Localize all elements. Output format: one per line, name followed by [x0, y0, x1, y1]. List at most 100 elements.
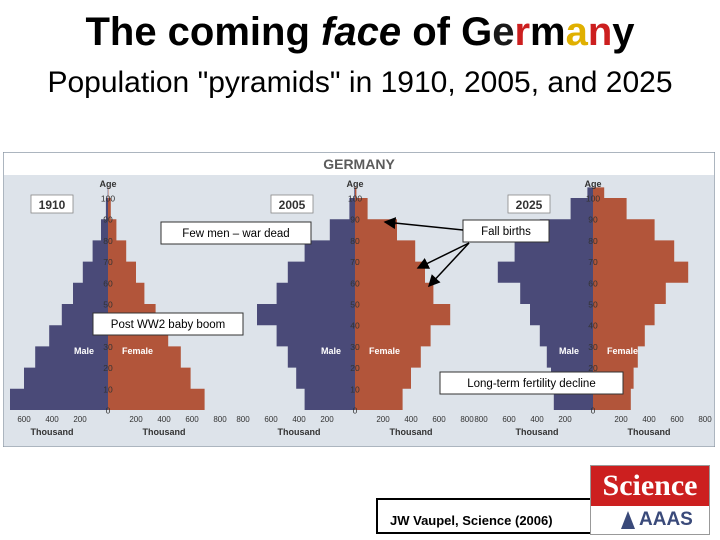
- male-bars-2005: [257, 187, 355, 410]
- x-axis-label: Thousand: [390, 427, 433, 437]
- age-tick-label: 20: [588, 363, 598, 373]
- male-series-label: Male: [559, 346, 579, 356]
- annotation-arrow: [416, 242, 470, 269]
- annotation-arrow: [383, 217, 464, 231]
- title-letter: y: [612, 10, 635, 54]
- page-title: The coming face of Germany: [0, 10, 720, 54]
- x-axis-label: Thousand: [143, 427, 186, 437]
- x-tick-label: 200: [73, 415, 87, 424]
- female-bars-2025: [593, 187, 689, 410]
- age-tick-label: 30: [350, 342, 360, 352]
- year-label-box: [270, 194, 314, 214]
- x-tick-label: 200: [129, 415, 143, 424]
- age-tick-label: 100: [348, 194, 362, 204]
- chart-title: GERMANY: [323, 156, 395, 172]
- citation-credit: JW Vaupel, Science (2006): [390, 513, 553, 528]
- age-tick-label: 0: [591, 406, 596, 416]
- x-tick-label: 200: [614, 415, 628, 424]
- female-series-label: Female: [122, 346, 153, 356]
- x-tick-label: 600: [185, 415, 199, 424]
- annotation-box: [439, 371, 624, 395]
- age-tick-label: 0: [353, 406, 358, 416]
- x-tick-label: 800: [460, 415, 474, 424]
- age-tick-label: 30: [588, 342, 598, 352]
- age-tick-label: 50: [103, 300, 113, 310]
- age-tick-label: 40: [588, 321, 598, 331]
- title-letter: G: [461, 10, 493, 54]
- age-tick-label: 90: [103, 215, 113, 225]
- age-tick-label: 90: [588, 215, 598, 225]
- age-tick-label: 20: [350, 363, 360, 373]
- age-axis-label: Age: [584, 179, 601, 189]
- x-axis-label: Thousand: [278, 427, 321, 437]
- title-letter: n: [587, 10, 613, 54]
- credit-box: [376, 498, 592, 534]
- year-label-box: [30, 194, 74, 214]
- age-axis-label: Age: [99, 179, 116, 189]
- science-logo-wordmark: Science: [591, 466, 709, 506]
- x-axis-label: Thousand: [628, 427, 671, 437]
- x-tick-label: 800: [474, 415, 488, 424]
- age-tick-label: 100: [101, 194, 115, 204]
- age-tick-label: 100: [586, 194, 600, 204]
- annotation-text: Post WW2 baby boom: [111, 319, 225, 331]
- x-tick-label: 600: [670, 415, 684, 424]
- male-series-label: Male: [74, 346, 94, 356]
- male-series-label: Male: [321, 346, 341, 356]
- annotation-arrow: [427, 242, 470, 288]
- x-tick-label: 200: [376, 415, 390, 424]
- female-series-label: Female: [607, 346, 638, 356]
- age-tick-label: 60: [350, 278, 360, 288]
- age-tick-label: 0: [106, 406, 111, 416]
- x-tick-label: 400: [292, 415, 306, 424]
- x-tick-label: 800: [236, 415, 250, 424]
- age-tick-label: 70: [103, 257, 113, 267]
- x-tick-label: 800: [213, 415, 227, 424]
- age-tick-label: 70: [350, 257, 360, 267]
- year-label-box: [507, 194, 551, 214]
- age-tick-label: 40: [350, 321, 360, 331]
- x-tick-label: 200: [320, 415, 334, 424]
- x-tick-label: 400: [642, 415, 656, 424]
- x-tick-label: 800: [698, 415, 712, 424]
- title-letter: e: [492, 10, 515, 54]
- x-tick-label: 600: [17, 415, 31, 424]
- title-colored-word: Germany: [461, 10, 634, 54]
- science-logo: Science AAAS: [590, 465, 710, 535]
- x-axis-label: Thousand: [516, 427, 559, 437]
- annotation-text: Long-term fertility decline: [467, 378, 595, 390]
- title-letter: a: [565, 10, 588, 54]
- aaas-mark-icon: [621, 511, 635, 529]
- annotation-box: [160, 221, 312, 245]
- age-axis-label: Age: [346, 179, 363, 189]
- x-tick-label: 600: [432, 415, 446, 424]
- age-tick-label: 10: [103, 384, 113, 394]
- chart-header-band: [4, 153, 714, 175]
- age-tick-label: 30: [103, 342, 113, 352]
- page-subtitle: Population "pyramids" in 1910, 2005, and…: [47, 66, 673, 99]
- female-series-label: Female: [369, 346, 400, 356]
- aaas-wordmark: AAAS: [639, 509, 693, 530]
- age-tick-label: 80: [103, 236, 113, 246]
- x-tick-label: 400: [404, 415, 418, 424]
- year-label: 2005: [279, 198, 306, 212]
- title-mid: of: [401, 10, 462, 54]
- population-pyramid-chart: GERMANY0102030405060708090100Age1910Male…: [3, 152, 715, 447]
- age-tick-label: 60: [588, 278, 598, 288]
- age-tick-label: 80: [350, 236, 360, 246]
- age-tick-label: 50: [350, 300, 360, 310]
- age-tick-label: 10: [350, 384, 360, 394]
- year-label: 2025: [516, 198, 543, 212]
- age-tick-label: 90: [350, 215, 360, 225]
- x-tick-label: 400: [45, 415, 59, 424]
- x-axis-label: Thousand: [31, 427, 74, 437]
- age-tick-label: 80: [588, 236, 598, 246]
- age-tick-label: 60: [103, 278, 113, 288]
- age-tick-label: 70: [588, 257, 598, 267]
- x-tick-label: 400: [530, 415, 544, 424]
- annotation-box: [462, 219, 550, 243]
- title-letter: m: [530, 10, 566, 54]
- male-bars-1910: [10, 187, 108, 410]
- male-bars-2025: [497, 187, 593, 410]
- title-prefix: The coming: [85, 10, 322, 54]
